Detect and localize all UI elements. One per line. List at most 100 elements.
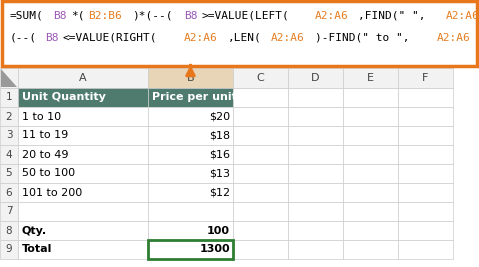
Bar [233,202,288,221]
Bar [343,164,398,183]
Bar [18,183,148,202]
Text: *(: *( [71,11,84,21]
Bar [343,88,398,107]
Text: 11 to 19: 11 to 19 [22,131,68,140]
Text: 101 to 200: 101 to 200 [22,187,82,198]
Bar [148,107,233,126]
Bar [233,221,288,240]
Bar [18,88,148,107]
Polygon shape [1,69,17,87]
Bar [18,240,148,259]
Bar [148,145,233,164]
Text: E: E [367,73,374,83]
Text: 3: 3 [6,131,12,140]
Text: )*(--(: )*(--( [132,11,172,21]
Bar [0,68,453,259]
Text: A2:A6: A2:A6 [184,33,218,43]
Bar [398,88,453,107]
Bar [398,221,453,240]
Text: $20: $20 [209,112,230,121]
Text: B: B [187,73,194,83]
Text: =SUM(: =SUM( [10,11,44,21]
Bar [18,202,148,221]
FancyBboxPatch shape [2,1,477,66]
Bar [18,126,148,145]
Bar [148,68,233,88]
Text: ,FIND(" ",: ,FIND(" ", [358,11,426,21]
Text: 6: 6 [6,187,12,198]
Bar [0,107,18,126]
Text: A2:A6: A2:A6 [445,11,479,21]
Bar [398,164,453,183]
Bar [0,240,18,259]
Bar [398,68,453,88]
Text: 5: 5 [6,168,12,179]
Text: 7: 7 [6,206,12,217]
Text: B8: B8 [54,11,67,21]
Bar [148,240,233,259]
Bar [233,164,288,183]
Bar [288,221,343,240]
Text: $16: $16 [209,150,230,159]
Bar [233,183,288,202]
Text: Unit Quantity: Unit Quantity [22,92,106,103]
Bar [398,145,453,164]
Bar [288,88,343,107]
Text: 2: 2 [6,112,12,121]
Bar [233,126,288,145]
Bar [288,240,343,259]
Text: $13: $13 [209,168,230,179]
Text: B8: B8 [45,33,58,43]
Text: A2:A6: A2:A6 [437,33,470,43]
Bar [0,88,18,107]
Text: B2:B6: B2:B6 [89,11,122,21]
Bar [343,126,398,145]
Text: C: C [257,73,264,83]
Text: A: A [79,73,87,83]
Text: )-FIND(" to ",: )-FIND(" to ", [315,33,410,43]
Text: 20 to 49: 20 to 49 [22,150,68,159]
Bar [233,68,288,88]
Bar [148,164,233,183]
Bar [343,221,398,240]
Text: D: D [311,73,320,83]
Text: B8: B8 [184,11,198,21]
Bar [148,126,233,145]
Bar [0,145,18,164]
Bar [18,68,148,88]
Bar [0,164,18,183]
Bar [0,221,18,240]
Text: A2:A6: A2:A6 [271,33,305,43]
Text: <=VALUE(RIGHT(: <=VALUE(RIGHT( [62,33,157,43]
Text: 50 to 100: 50 to 100 [22,168,75,179]
Text: Price per unit: Price per unit [152,92,237,103]
Bar [18,107,148,126]
Text: (--(: (--( [10,33,37,43]
Bar [343,107,398,126]
Bar [288,202,343,221]
Bar [288,107,343,126]
Text: 100: 100 [207,226,230,235]
Bar [343,68,398,88]
Bar [148,202,233,221]
Text: A2:A6: A2:A6 [315,11,349,21]
Bar [148,183,233,202]
Bar [398,107,453,126]
Bar [148,221,233,240]
Bar [233,107,288,126]
Text: 4: 4 [6,150,12,159]
Text: 1: 1 [6,92,12,103]
Bar [18,145,148,164]
Bar [288,145,343,164]
Text: F: F [422,73,429,83]
Bar [0,126,18,145]
Bar [288,183,343,202]
Bar [18,221,148,240]
Bar [398,202,453,221]
Text: >=VALUE(LEFT(: >=VALUE(LEFT( [202,11,289,21]
Bar [233,88,288,107]
Bar [0,202,18,221]
Bar [148,88,233,107]
Bar [343,240,398,259]
Bar [148,240,233,259]
